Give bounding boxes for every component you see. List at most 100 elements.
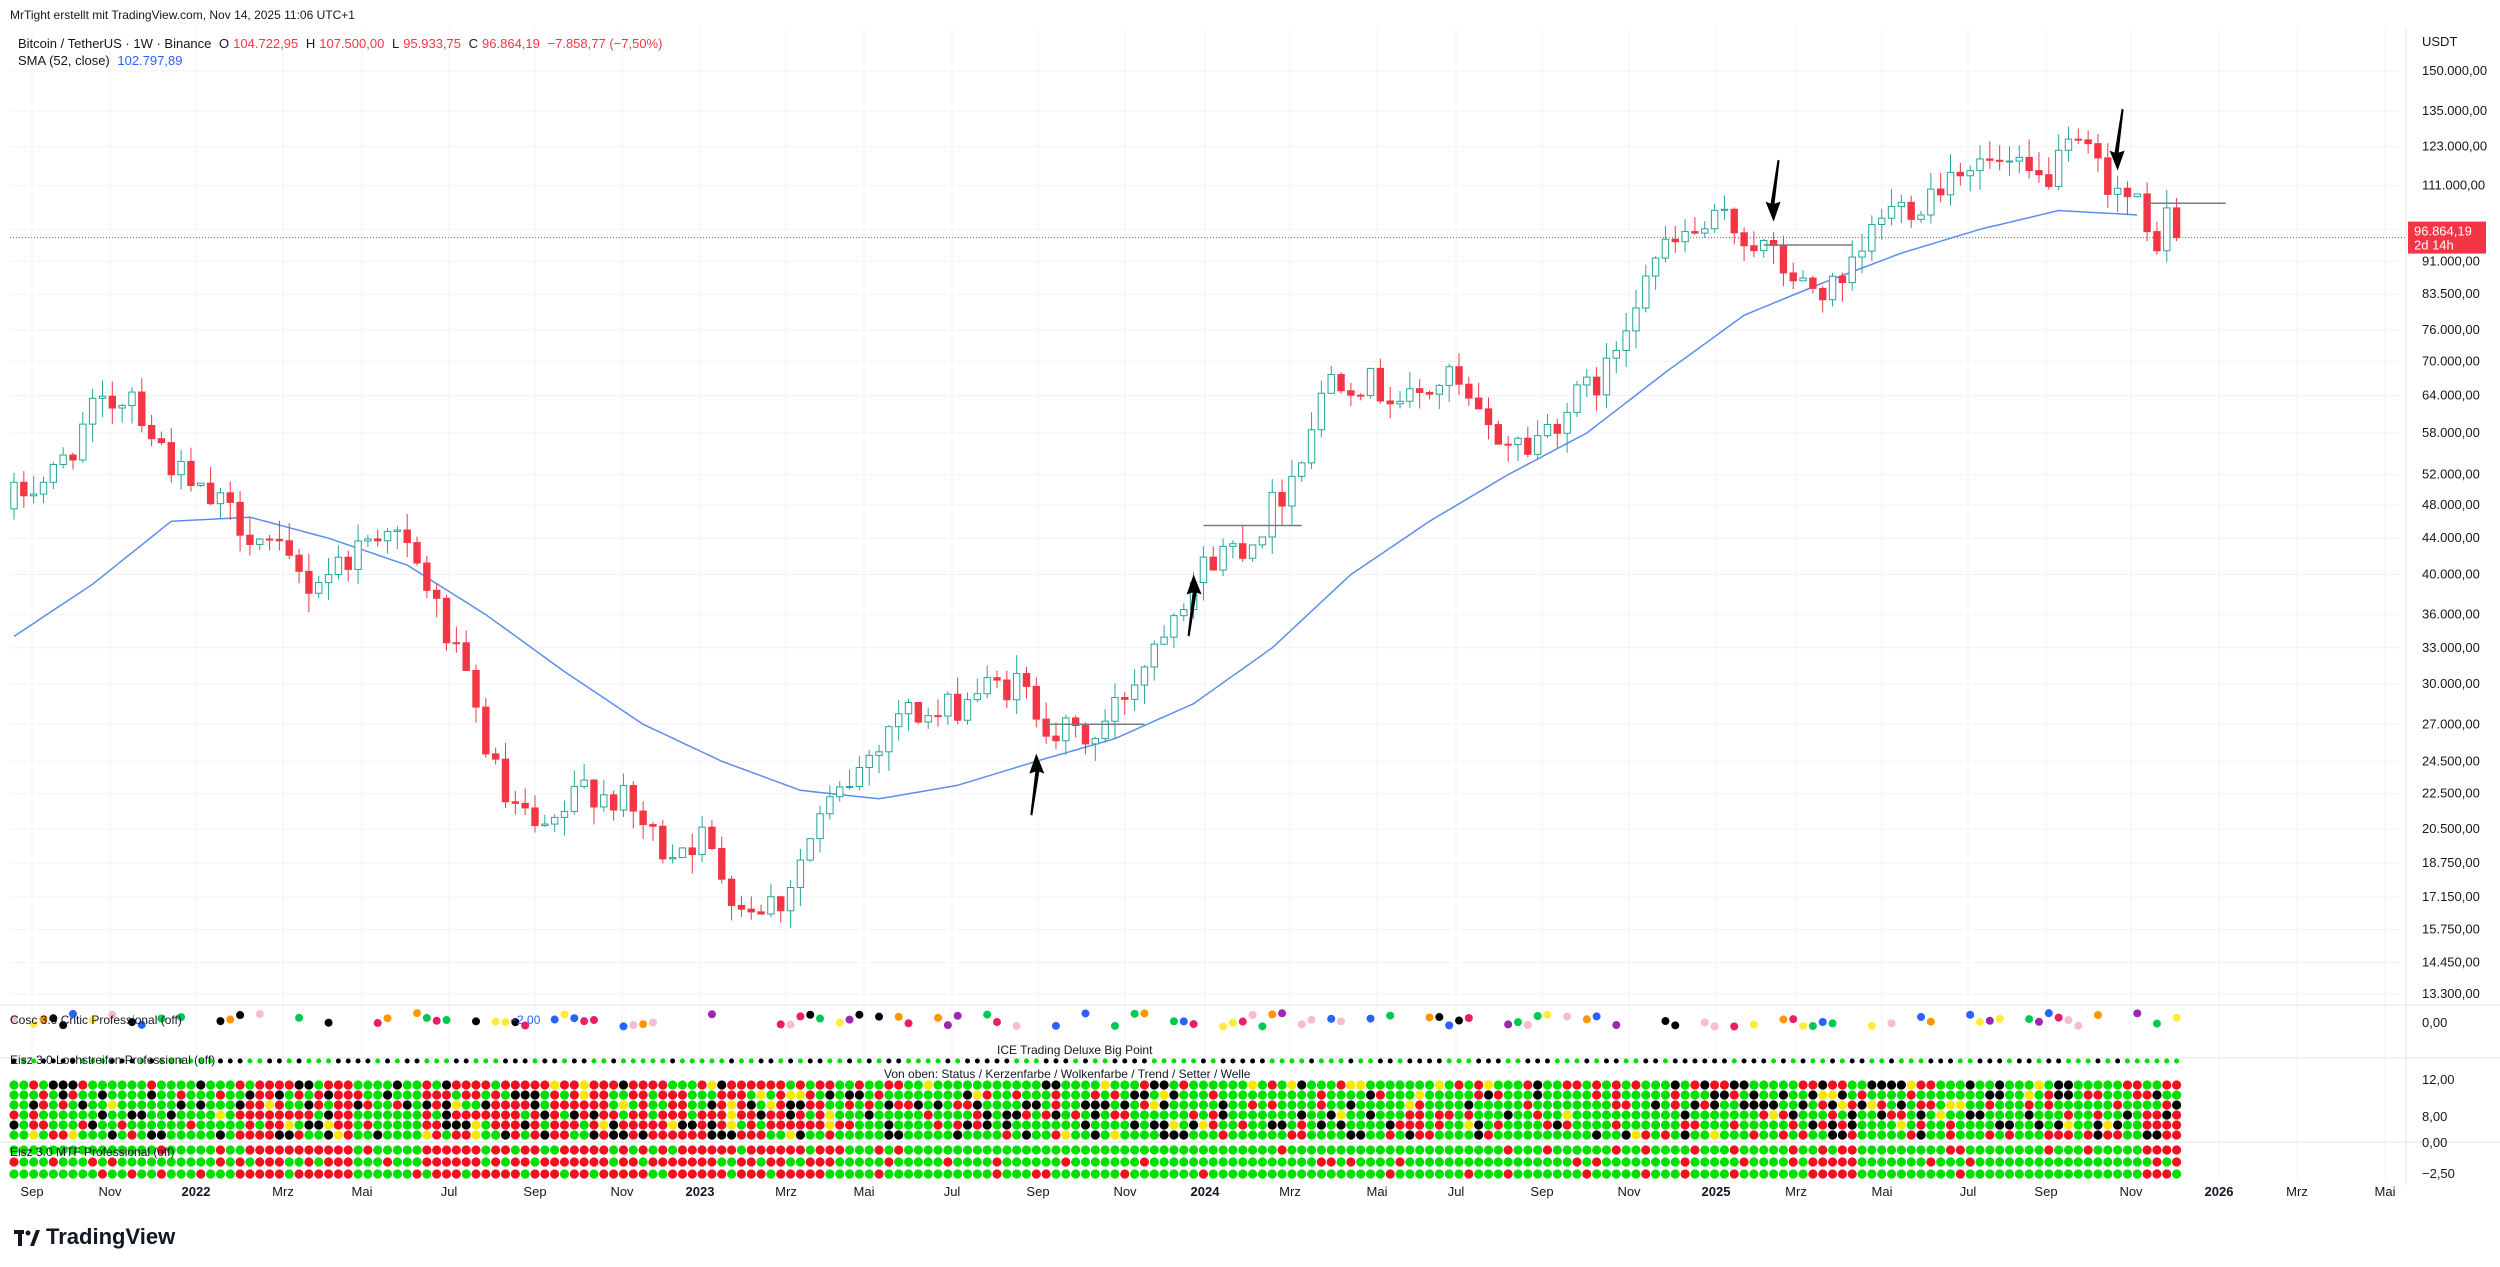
candle[interactable]: [1406, 371, 1414, 408]
candle[interactable]: [1710, 203, 1719, 233]
candle[interactable]: [1897, 194, 1906, 223]
candle[interactable]: [1268, 479, 1276, 554]
candle[interactable]: [2015, 145, 2024, 174]
candle[interactable]: [550, 814, 559, 833]
candle[interactable]: [1573, 380, 1581, 418]
time-axis[interactable]: Sep Nov 2022 Mrz Mai Jul Sep Nov 2023 Mrz Mai Jul Se…: [20, 1184, 2395, 1199]
candle[interactable]: [1504, 435, 1512, 462]
candle[interactable]: [1543, 413, 1552, 439]
candle[interactable]: [1199, 546, 1208, 601]
candle[interactable]: [1632, 289, 1640, 349]
candle[interactable]: [2143, 182, 2151, 242]
candle[interactable]: [963, 692, 972, 725]
candle[interactable]: [1681, 219, 1689, 253]
candle[interactable]: [1995, 145, 2004, 171]
sma-line[interactable]: [13, 209, 2138, 800]
candle[interactable]: [256, 538, 264, 551]
candle[interactable]: [1592, 367, 1601, 412]
candle[interactable]: [1357, 393, 1365, 401]
candle[interactable]: [138, 378, 146, 433]
candle[interactable]: [2035, 152, 2043, 183]
candle[interactable]: [885, 725, 893, 771]
candle[interactable]: [1760, 238, 1768, 258]
candle[interactable]: [1524, 426, 1532, 458]
candle[interactable]: [777, 895, 785, 923]
candle[interactable]: [786, 879, 795, 928]
candle[interactable]: [197, 482, 205, 488]
candle[interactable]: [1425, 390, 1434, 400]
candle[interactable]: [1091, 736, 1099, 761]
candle[interactable]: [983, 665, 991, 699]
candle[interactable]: [1219, 538, 1227, 577]
arrow-down[interactable]: [1765, 159, 1781, 222]
candle[interactable]: [767, 883, 775, 918]
candle[interactable]: [1858, 233, 1866, 274]
candle[interactable]: [1553, 418, 1562, 448]
candle[interactable]: [1150, 640, 1158, 681]
candle[interactable]: [442, 594, 451, 651]
candle[interactable]: [1278, 479, 1286, 526]
candle[interactable]: [1366, 367, 1375, 399]
candle[interactable]: [1347, 382, 1355, 406]
candle[interactable]: [1848, 240, 1856, 291]
candle[interactable]: [2123, 181, 2132, 215]
candle[interactable]: [659, 819, 667, 864]
candle[interactable]: [432, 583, 441, 618]
candle[interactable]: [649, 822, 657, 841]
candle[interactable]: [1248, 544, 1257, 562]
candle[interactable]: [1465, 376, 1473, 406]
candle[interactable]: [108, 381, 116, 425]
candle[interactable]: [187, 447, 195, 492]
horizontal-lines[interactable]: [1046, 202, 2226, 726]
candle[interactable]: [718, 836, 726, 884]
candle[interactable]: [1435, 384, 1444, 410]
candle[interactable]: [1062, 714, 1070, 756]
candle[interactable]: [2025, 139, 2033, 179]
candle[interactable]: [334, 545, 343, 580]
candle[interactable]: [1337, 372, 1345, 394]
candle[interactable]: [1298, 461, 1306, 482]
candle[interactable]: [1327, 366, 1335, 394]
candle[interactable]: [324, 558, 333, 600]
candle[interactable]: [1907, 195, 1915, 228]
candle[interactable]: [1170, 612, 1178, 648]
candle[interactable]: [1740, 227, 1748, 262]
candle[interactable]: [364, 534, 372, 548]
candle[interactable]: [2084, 130, 2092, 154]
candle[interactable]: [275, 520, 284, 551]
candle[interactable]: [1976, 145, 1984, 190]
candle[interactable]: [1671, 225, 1679, 253]
candle[interactable]: [1612, 341, 1620, 374]
candle[interactable]: [826, 785, 834, 820]
price-axis[interactable]: USDT 150.000,00135.000,00123.000,00111.0…: [2422, 34, 2487, 1001]
candle[interactable]: [1258, 536, 1267, 549]
candle[interactable]: [246, 516, 254, 556]
candle[interactable]: [39, 476, 48, 504]
candle[interactable]: [580, 763, 588, 789]
candle[interactable]: [79, 411, 87, 463]
candle[interactable]: [1956, 162, 1965, 186]
candle[interactable]: [177, 449, 185, 490]
candle[interactable]: [167, 428, 175, 483]
candle[interactable]: [29, 475, 38, 504]
candle[interactable]: [1602, 343, 1611, 409]
candle[interactable]: [1415, 379, 1424, 409]
candle[interactable]: [393, 525, 402, 550]
candle[interactable]: [600, 779, 608, 812]
candle[interactable]: [1946, 154, 1955, 206]
candle[interactable]: [1730, 207, 1738, 245]
candle[interactable]: [1701, 221, 1709, 238]
candle[interactable]: [10, 472, 18, 520]
candle[interactable]: [511, 790, 520, 815]
candle[interactable]: [1474, 382, 1483, 410]
symbol-legend[interactable]: Bitcoin / TetherUS · 1W · Binance O 104.7…: [18, 36, 666, 51]
candle[interactable]: [1121, 692, 1129, 715]
candle[interactable]: [1003, 670, 1011, 709]
candle[interactable]: [1071, 715, 1080, 738]
candle[interactable]: [806, 838, 814, 862]
candle[interactable]: [1081, 722, 1090, 755]
candle[interactable]: [305, 553, 313, 613]
candle[interactable]: [1563, 402, 1571, 453]
candle[interactable]: [1494, 420, 1503, 445]
